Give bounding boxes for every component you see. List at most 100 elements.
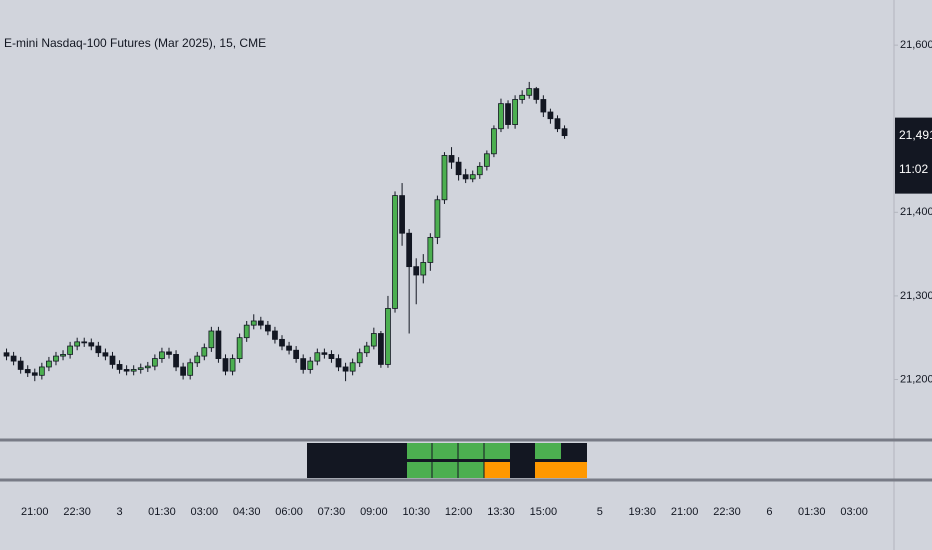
candle-body bbox=[279, 338, 285, 347]
candle-body bbox=[476, 165, 483, 176]
candle-body bbox=[434, 199, 441, 238]
x-tick-label: 03:00 bbox=[840, 506, 868, 518]
indicator-block bbox=[484, 462, 510, 478]
candle-body bbox=[116, 364, 123, 370]
candle-body bbox=[469, 174, 476, 180]
indicator-block bbox=[561, 443, 587, 459]
candle-body bbox=[222, 358, 229, 372]
candle-body bbox=[187, 362, 194, 376]
candle-body bbox=[363, 345, 370, 354]
candle-body bbox=[512, 99, 518, 125]
x-tick-label: 04:30 bbox=[233, 506, 261, 518]
candle-body bbox=[46, 360, 52, 368]
y-tick-label: 21,400.00 bbox=[900, 206, 932, 218]
candle-body bbox=[159, 351, 165, 359]
indicator-panel bbox=[307, 443, 587, 478]
candle-body bbox=[441, 155, 448, 201]
candle-body bbox=[38, 366, 45, 376]
candle-body bbox=[554, 118, 561, 130]
candle-body bbox=[243, 324, 250, 339]
candle-body bbox=[498, 103, 504, 130]
candle-body bbox=[385, 308, 391, 365]
candle-body bbox=[349, 362, 356, 372]
x-tick-label: 21:00 bbox=[671, 506, 699, 518]
candle-body bbox=[540, 99, 547, 113]
candle-body bbox=[10, 355, 17, 362]
candle-body bbox=[144, 365, 151, 369]
x-tick-label: 19:30 bbox=[628, 506, 656, 518]
candle-body bbox=[173, 354, 179, 368]
candle-body bbox=[215, 330, 222, 359]
candle-body bbox=[483, 153, 490, 167]
candle-body bbox=[17, 360, 24, 370]
candle-body bbox=[370, 333, 377, 347]
candle-body bbox=[236, 337, 243, 359]
indicator-block bbox=[510, 443, 535, 478]
x-tick-label: 5 bbox=[597, 506, 603, 518]
x-tick-label: 07:30 bbox=[318, 506, 346, 518]
candle-body bbox=[123, 369, 130, 372]
x-tick-label: 15:00 bbox=[530, 506, 558, 518]
countdown-label: 11:02 bbox=[899, 162, 928, 176]
chart-title: E-mini Nasdaq-100 Futures (Mar 2025), 15… bbox=[4, 36, 266, 50]
candle-body bbox=[257, 320, 264, 326]
candle-body bbox=[413, 266, 420, 276]
candle-body bbox=[519, 94, 526, 100]
x-tick-label: 21:00 bbox=[21, 506, 49, 518]
candle-body bbox=[328, 354, 335, 359]
candle-body bbox=[180, 366, 186, 376]
candle-body bbox=[321, 352, 328, 355]
candle-body bbox=[194, 355, 201, 364]
candle-body bbox=[81, 341, 88, 344]
x-tick-label: 01:30 bbox=[798, 506, 826, 518]
x-tick-label: 22:30 bbox=[63, 506, 91, 518]
candle-body bbox=[392, 195, 398, 309]
x-tick-label: 6 bbox=[766, 506, 772, 518]
candle-body bbox=[137, 367, 144, 370]
last-price-tag bbox=[895, 117, 932, 194]
candle-body bbox=[526, 88, 533, 96]
candle-body bbox=[455, 161, 462, 176]
x-tick-label: 01:30 bbox=[148, 506, 176, 518]
candle-body bbox=[491, 128, 497, 155]
candle-body bbox=[342, 366, 349, 372]
indicator-block bbox=[407, 462, 484, 478]
candle-body bbox=[74, 341, 81, 347]
x-tick-label: 03:00 bbox=[191, 506, 219, 518]
candle-body bbox=[293, 349, 300, 359]
candle-body bbox=[109, 355, 116, 365]
candle-body bbox=[314, 352, 321, 362]
candle-body bbox=[201, 347, 208, 357]
candle-body bbox=[265, 324, 271, 332]
candle-body bbox=[166, 351, 172, 355]
x-tick-label: 13:30 bbox=[487, 506, 515, 518]
candle-body bbox=[547, 111, 554, 120]
indicator-block bbox=[535, 462, 587, 478]
candle-body bbox=[406, 232, 413, 268]
candle-body bbox=[67, 345, 73, 355]
x-tick-label: 22:30 bbox=[713, 506, 741, 518]
candle-body bbox=[462, 174, 469, 180]
candle-body bbox=[286, 345, 292, 351]
candle-body bbox=[533, 88, 540, 100]
candle-body bbox=[88, 342, 95, 347]
candle-body bbox=[31, 372, 38, 376]
candle-body bbox=[399, 195, 405, 234]
candle-body bbox=[24, 369, 31, 374]
candle-body bbox=[448, 155, 455, 163]
indicator-block bbox=[535, 443, 561, 459]
candle-body bbox=[427, 236, 434, 263]
candle-body bbox=[272, 330, 278, 340]
candle-body bbox=[250, 320, 257, 326]
indicator-block bbox=[307, 443, 407, 478]
candle-body bbox=[505, 103, 511, 125]
y-tick-label: 21,300.00 bbox=[900, 290, 932, 302]
candle-body bbox=[356, 352, 363, 364]
candle-body bbox=[60, 354, 66, 357]
candle-body bbox=[229, 358, 236, 372]
last-price-label: 21,491.75 bbox=[899, 128, 932, 142]
candle-body bbox=[53, 355, 59, 362]
candle-body bbox=[102, 352, 109, 357]
